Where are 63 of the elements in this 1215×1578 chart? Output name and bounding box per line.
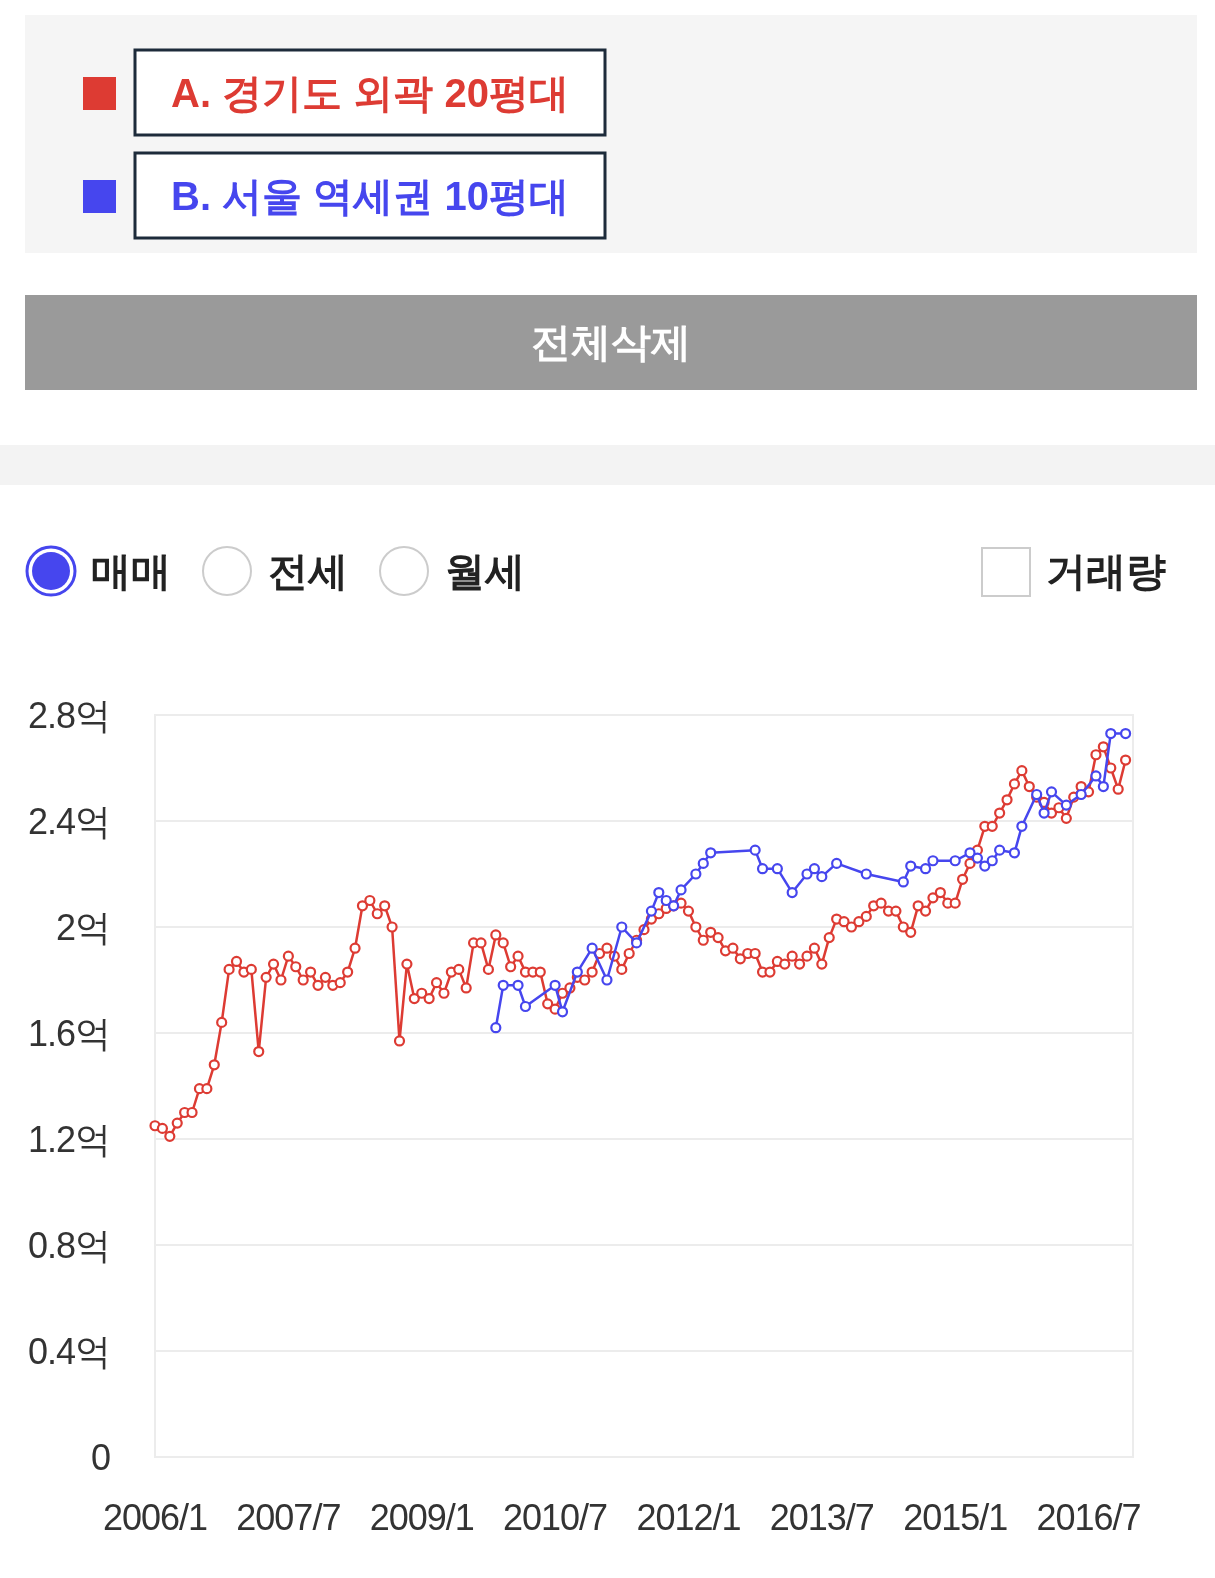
y-tick-label: 2.8억	[27, 695, 110, 736]
point	[556, 1006, 569, 1018]
point	[1045, 786, 1058, 798]
x-tick-label: 2013/7	[769, 1497, 874, 1538]
point	[860, 868, 872, 880]
point	[1090, 770, 1102, 782]
x-tick-label: 2010/7	[503, 1497, 608, 1538]
point	[675, 884, 687, 896]
point	[971, 852, 984, 864]
point	[571, 966, 583, 978]
x-tick-label: 2012/1	[636, 1497, 741, 1538]
y-tick-label: 2억	[55, 907, 110, 948]
point	[808, 863, 821, 875]
point	[986, 855, 998, 867]
point	[497, 979, 509, 991]
point	[786, 886, 798, 899]
point	[653, 886, 665, 899]
point	[660, 894, 672, 907]
point	[1038, 807, 1050, 819]
point	[616, 921, 628, 933]
point	[816, 871, 828, 883]
point	[697, 857, 709, 869]
point	[949, 855, 961, 867]
point	[1016, 820, 1028, 832]
point	[1097, 780, 1109, 793]
x-tick-label: 2007/7	[236, 1497, 341, 1538]
point	[927, 855, 939, 867]
point	[586, 942, 598, 954]
legend-label: B. 서울 역세권 10평대	[171, 174, 569, 218]
point	[905, 860, 917, 872]
y-tick-label: 0.8억	[27, 1225, 110, 1266]
x-tick-label: 2015/1	[903, 1497, 1008, 1538]
point	[690, 868, 702, 880]
y-tick-label: 0	[90, 1437, 110, 1478]
point	[994, 844, 1006, 856]
x-tick-label: 2009/1	[369, 1497, 474, 1538]
point	[490, 1022, 502, 1034]
point	[831, 857, 843, 869]
point	[1119, 727, 1132, 740]
point	[897, 876, 909, 888]
point	[756, 863, 769, 875]
y-tick-label: 1.2억	[27, 1119, 110, 1160]
x-tick-label: 2006/1	[102, 1497, 208, 1538]
y-tick-label: 1.6억	[27, 1013, 110, 1054]
point	[645, 905, 658, 917]
point	[919, 863, 932, 875]
point	[1105, 727, 1117, 740]
point	[771, 863, 783, 875]
x-tick-label: 2016/7	[1036, 1497, 1141, 1538]
point	[1060, 799, 1072, 811]
y-tick-label: 2.4억	[27, 801, 110, 842]
point	[1008, 847, 1021, 859]
point	[512, 979, 524, 991]
legend-label: A. 경기도 외곽 20평대	[171, 71, 569, 115]
point	[705, 847, 717, 859]
point	[1075, 788, 1087, 801]
point	[979, 860, 991, 872]
point	[519, 1000, 532, 1013]
point	[749, 844, 761, 856]
point	[549, 979, 561, 991]
controls: 전체삭제 매매 전세 월세 거래량	[0, 295, 1215, 597]
point	[601, 974, 613, 986]
y-tick-label: 0.4억	[27, 1331, 110, 1372]
